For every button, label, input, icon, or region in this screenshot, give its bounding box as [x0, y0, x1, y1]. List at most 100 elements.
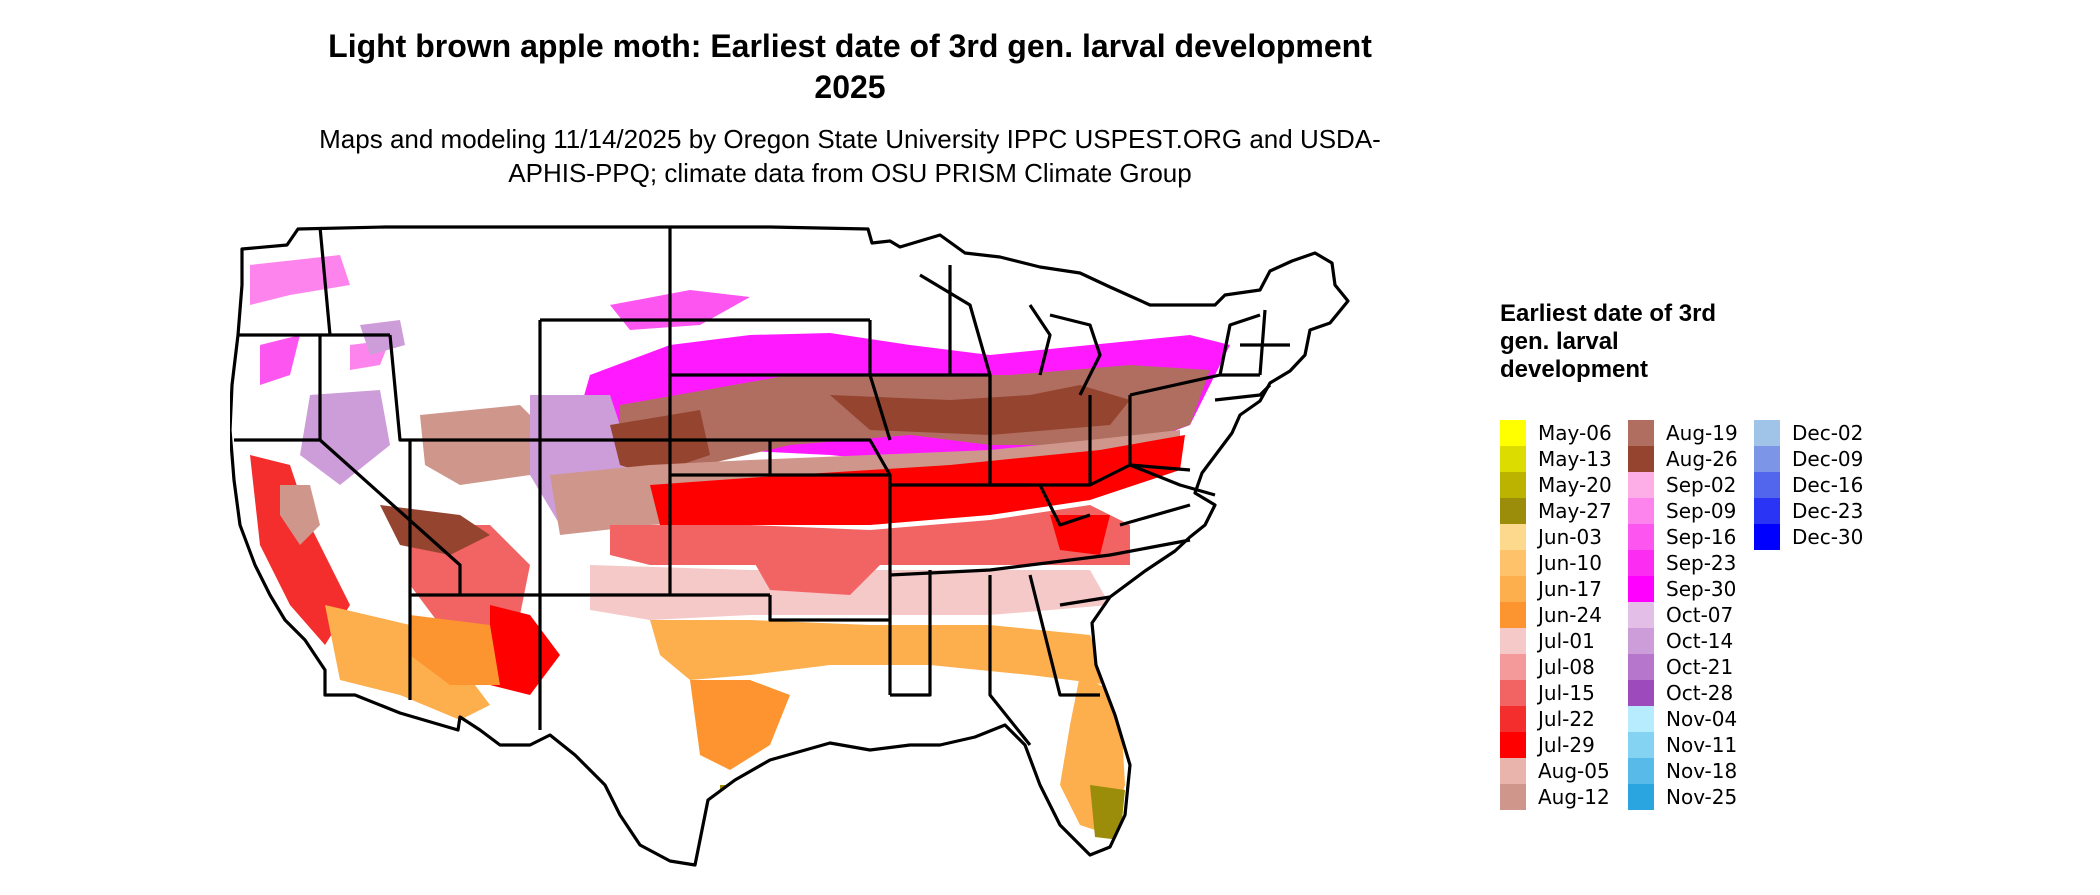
legend-item: Nov-25 — [1628, 784, 1737, 810]
legend-label: May-13 — [1538, 447, 1612, 471]
legend-label: Oct-14 — [1666, 629, 1734, 653]
legend-swatch — [1754, 524, 1780, 550]
legend-label: Jul-29 — [1538, 733, 1595, 757]
legend-item: Nov-18 — [1628, 758, 1737, 784]
legend-label: Sep-02 — [1666, 473, 1737, 497]
legend-item: Aug-19 — [1628, 420, 1738, 446]
legend-item: Jul-22 — [1500, 706, 1595, 732]
legend-item: Dec-16 — [1754, 472, 1863, 498]
legend-item: Dec-30 — [1754, 524, 1863, 550]
legend-label: Oct-21 — [1666, 655, 1734, 679]
legend-swatch — [1500, 784, 1526, 810]
legend-label: Aug-12 — [1538, 785, 1610, 809]
phenology-raster — [230, 227, 1348, 865]
legend-swatch — [1628, 498, 1654, 524]
legend-label: Jul-08 — [1538, 655, 1595, 679]
legend-swatch — [1628, 420, 1654, 446]
legend-item: Aug-12 — [1500, 784, 1610, 810]
legend-item: Sep-23 — [1628, 550, 1736, 576]
legend-item: Aug-05 — [1500, 758, 1610, 784]
legend-swatch — [1754, 446, 1780, 472]
legend-item: Dec-09 — [1754, 446, 1863, 472]
legend-label: Sep-23 — [1666, 551, 1737, 575]
legend-label: Nov-25 — [1666, 785, 1738, 809]
legend-item: Jul-01 — [1500, 628, 1595, 654]
legend-label: Jun-03 — [1538, 525, 1602, 549]
legend-item: Jun-10 — [1500, 550, 1602, 576]
legend-item: Jul-08 — [1500, 654, 1595, 680]
legend-item: Dec-23 — [1754, 498, 1863, 524]
legend-item: Jun-17 — [1500, 576, 1602, 602]
legend-item: Jun-03 — [1500, 524, 1602, 550]
legend-item: Sep-09 — [1628, 498, 1736, 524]
legend-swatch — [1500, 602, 1526, 628]
legend-swatch — [1628, 524, 1654, 550]
legend-item: Jun-24 — [1500, 602, 1602, 628]
legend-swatch — [1628, 732, 1654, 758]
legend-swatch — [1628, 602, 1654, 628]
legend-swatch — [1500, 472, 1526, 498]
legend-item: May-20 — [1500, 472, 1612, 498]
legend-swatch — [1628, 576, 1654, 602]
legend-label: Jun-17 — [1538, 577, 1602, 601]
legend-item: Sep-30 — [1628, 576, 1736, 602]
legend-label: Jul-15 — [1538, 681, 1595, 705]
legend-label: Jul-01 — [1538, 629, 1595, 653]
legend-label: Aug-05 — [1538, 759, 1610, 783]
legend-item: Dec-02 — [1754, 420, 1863, 446]
legend-label: Dec-09 — [1792, 447, 1864, 471]
legend-label: May-06 — [1538, 421, 1612, 445]
legend-label: Jul-22 — [1538, 707, 1595, 731]
legend-label: Jun-10 — [1538, 551, 1602, 575]
us-phenology-map — [230, 225, 1350, 867]
map-title: Light brown apple moth: Earliest date of… — [328, 28, 1372, 105]
legend-label: Sep-30 — [1666, 577, 1737, 601]
legend-swatch — [1500, 498, 1526, 524]
legend-swatch — [1500, 524, 1526, 550]
legend-swatch — [1500, 654, 1526, 680]
legend-swatch — [1628, 706, 1654, 732]
legend-item: May-06 — [1500, 420, 1612, 446]
legend-item: May-13 — [1500, 446, 1612, 472]
legend-item: Nov-11 — [1628, 732, 1737, 758]
legend-label: Dec-02 — [1792, 421, 1864, 445]
legend-label: Jun-24 — [1538, 603, 1602, 627]
legend-label: Dec-30 — [1792, 525, 1864, 549]
legend-label: Oct-07 — [1666, 603, 1734, 627]
legend-swatch — [1500, 706, 1526, 732]
legend-item: Oct-21 — [1628, 654, 1733, 680]
legend-swatch — [1500, 680, 1526, 706]
legend-swatch — [1500, 576, 1526, 602]
legend-swatch — [1628, 784, 1654, 810]
legend-label: May-27 — [1538, 499, 1612, 523]
legend-label: Dec-16 — [1792, 473, 1864, 497]
legend-swatch — [1628, 550, 1654, 576]
legend-swatch — [1500, 550, 1526, 576]
legend-label: Sep-09 — [1666, 499, 1737, 523]
legend-swatch — [1500, 758, 1526, 784]
legend-item: Oct-07 — [1628, 602, 1733, 628]
legend-item: Aug-26 — [1628, 446, 1738, 472]
legend-swatch — [1754, 498, 1780, 524]
legend-item: Sep-02 — [1628, 472, 1736, 498]
legend-item: Jul-15 — [1500, 680, 1595, 706]
legend-swatch — [1754, 420, 1780, 446]
map-subtitle: Maps and modeling 11/14/2025 by Oregon S… — [319, 124, 1381, 188]
legend-swatch — [1500, 732, 1526, 758]
legend-swatch — [1500, 446, 1526, 472]
legend-label: Aug-19 — [1666, 421, 1738, 445]
legend-title: Earliest date of 3rd gen. larval develop… — [1500, 300, 1717, 383]
legend-label: Dec-23 — [1792, 499, 1864, 523]
legend-label: Oct-28 — [1666, 681, 1734, 705]
legend-swatch — [1628, 628, 1654, 654]
legend-swatch — [1500, 420, 1526, 446]
legend-label: Nov-04 — [1666, 707, 1738, 731]
legend-swatch — [1628, 446, 1654, 472]
legend-swatch — [1628, 680, 1654, 706]
legend-item: May-27 — [1500, 498, 1612, 524]
legend-label: Nov-18 — [1666, 759, 1738, 783]
legend-swatch — [1500, 628, 1526, 654]
legend-item: Nov-04 — [1628, 706, 1737, 732]
legend-swatch — [1628, 654, 1654, 680]
legend-swatch — [1754, 472, 1780, 498]
